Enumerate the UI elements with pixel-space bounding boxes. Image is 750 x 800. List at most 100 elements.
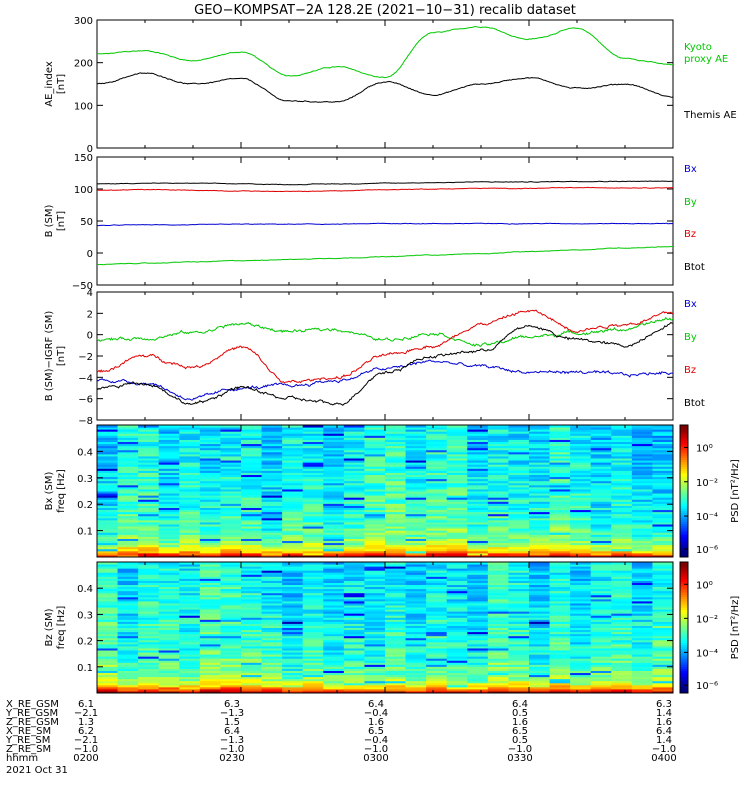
- bz_spec-cell: [652, 607, 674, 610]
- bz_spec-cell: [117, 592, 139, 596]
- bx_spec-cell: [529, 441, 551, 445]
- bx_spec-cell: [220, 466, 242, 469]
- bx_spec-cell: [241, 460, 263, 463]
- bx_spec-cell: [508, 524, 530, 527]
- bz_spec-cell: [323, 629, 345, 633]
- bx_spec-cell: [611, 550, 633, 554]
- bz_spec-cell: [611, 658, 633, 661]
- bx_spec-cell: [405, 493, 427, 496]
- bx_spec-cell: [97, 445, 119, 449]
- bx_spec-cell: [508, 501, 530, 504]
- bx_spec-cell: [220, 507, 242, 511]
- bz_spec-cell: [199, 664, 221, 667]
- bz_spec-cell: [570, 598, 592, 602]
- bx_spec-cell: [158, 451, 180, 455]
- bz_spec-cell: [261, 670, 283, 674]
- bx_spec-cell: [570, 526, 592, 529]
- bz_spec-cell: [405, 652, 427, 655]
- bx_spec-cell: [487, 530, 509, 533]
- bz_spec-cell: [385, 562, 407, 565]
- ephemeris-row: Y_RE_GSM −2.1 −1.3 −0.4 0.5 1.4: [6, 709, 746, 719]
- bx_spec-cell: [97, 499, 119, 502]
- bz_spec-cell: [652, 602, 674, 606]
- bx_spec-cell: [302, 484, 324, 488]
- bz_spec-cell: [549, 633, 571, 637]
- bz_spec-cell: [117, 652, 139, 655]
- bsm-frame: [96, 156, 674, 286]
- bz_spec-cell: [508, 684, 530, 688]
- bx_spec-cell: [405, 437, 427, 440]
- bx_spec-cell: [467, 515, 489, 519]
- bz_spec-cell: [508, 680, 530, 684]
- bz_spec-cell: [549, 615, 571, 618]
- bz_spec-cell: [261, 625, 283, 628]
- bz_spec-colorbar-cell: [680, 614, 688, 618]
- bz_spec-cell: [385, 621, 407, 624]
- bz_spec-cell: [487, 562, 509, 565]
- bz_spec-cell: [199, 566, 221, 569]
- bz_spec-cell: [241, 582, 263, 586]
- bz_spec-cell: [631, 658, 653, 661]
- bx_spec-colorbar-cell: [680, 449, 688, 452]
- bz_spec-cell: [467, 578, 489, 581]
- bx_spec-cell: [220, 538, 242, 541]
- bx_spec-cell: [590, 552, 612, 556]
- bz_spec-cell: [385, 594, 407, 598]
- bz_spec-cell: [179, 570, 201, 573]
- bz_spec-cell: [631, 609, 653, 612]
- bz_spec-cell: [158, 662, 180, 665]
- bx_spec-cell: [241, 466, 263, 469]
- bx_spec-cell: [446, 425, 468, 428]
- bz_spec-cell: [652, 588, 674, 592]
- bx_spec-cell: [199, 544, 221, 548]
- bz_spec-cell: [179, 596, 201, 600]
- bx_spec-cell: [529, 443, 551, 447]
- bx_spec-cell: [405, 441, 427, 445]
- bx_spec-cell: [446, 521, 468, 525]
- bz_spec-cell: [487, 676, 509, 680]
- bx_spec-cell: [241, 542, 263, 546]
- bz_spec-cell: [364, 643, 386, 647]
- bx_spec-cell: [179, 513, 201, 517]
- bx_spec-cell: [467, 540, 489, 544]
- bx_spec-cell: [590, 536, 612, 539]
- bx_spec-cell: [117, 437, 139, 440]
- bx_spec-cell: [405, 455, 427, 459]
- bz_spec-cell: [487, 602, 509, 606]
- bx_spec-cell: [549, 548, 571, 552]
- ephemeris-value: −1.0: [73, 744, 99, 755]
- bx_spec-cell: [570, 429, 592, 432]
- bx_spec-cell: [117, 439, 139, 442]
- bx_spec-cell: [241, 433, 263, 436]
- bz_spec-cell: [302, 647, 324, 651]
- bz_spec-cell: [549, 590, 571, 594]
- bz_spec-cell: [158, 562, 180, 565]
- bx_spec-cell: [241, 435, 263, 438]
- bz_spec-cell: [323, 650, 345, 653]
- bigrf-ytick-label: 2: [87, 309, 93, 320]
- bx_spec-cell: [343, 513, 365, 517]
- bx_spec-cell: [611, 509, 633, 513]
- bz_spec-cell: [241, 647, 263, 651]
- bz_spec-cell: [652, 637, 674, 641]
- bz_spec-cell: [158, 666, 180, 669]
- bz_spec-cell: [467, 635, 489, 639]
- bx_spec-cell: [97, 486, 119, 490]
- bz_spec-cell: [138, 570, 160, 573]
- bx_spec-cell: [508, 433, 530, 436]
- bsm-ytick-label: −50: [72, 281, 93, 292]
- bz_spec-cell: [446, 654, 468, 657]
- bz_spec-cell: [220, 617, 242, 620]
- bz_spec-cell: [631, 574, 653, 577]
- bz_spec-cell: [467, 627, 489, 631]
- bx_spec-cell: [302, 472, 324, 475]
- bz_spec-cell: [282, 568, 304, 571]
- bz_spec-cell: [467, 625, 489, 628]
- bx_spec-cell: [323, 458, 345, 461]
- bz_spec-cell: [261, 635, 283, 639]
- bz_spec-cell: [611, 580, 633, 583]
- bz_spec-colorbar-cell: [680, 586, 688, 589]
- ae-ytick-label: 100: [74, 101, 93, 112]
- bx_spec-cell: [364, 503, 386, 506]
